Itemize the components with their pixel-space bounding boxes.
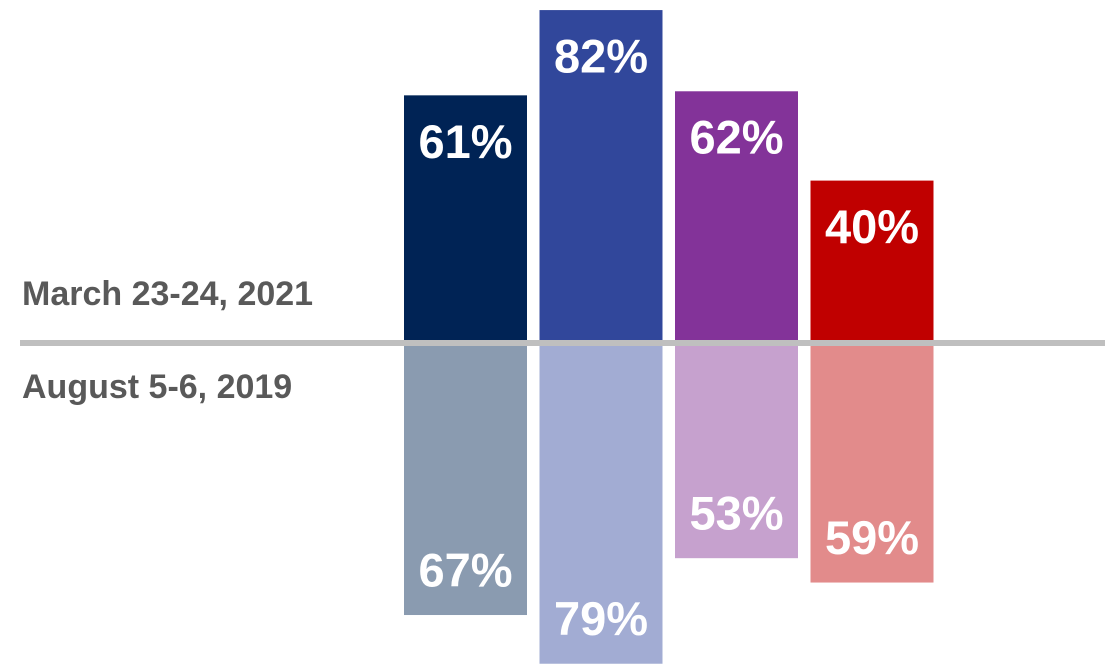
bar: [675, 91, 798, 343]
bar: [810, 343, 934, 583]
value-label: 40%: [825, 200, 919, 253]
series-label: March 23-24, 2021: [22, 275, 313, 313]
value-label: 53%: [689, 487, 783, 540]
bar: [539, 10, 663, 344]
bar: [404, 343, 527, 616]
bar: [539, 343, 663, 664]
value-label: 79%: [554, 592, 648, 645]
bar: [675, 343, 798, 559]
bar: [810, 180, 934, 343]
value-label: 59%: [825, 511, 919, 564]
bar: [404, 95, 527, 343]
value-label: 62%: [689, 111, 783, 164]
value-label: 61%: [418, 115, 512, 168]
value-label: 82%: [554, 30, 648, 83]
series-label: August 5-6, 2019: [22, 368, 292, 406]
value-label: 67%: [418, 543, 512, 596]
